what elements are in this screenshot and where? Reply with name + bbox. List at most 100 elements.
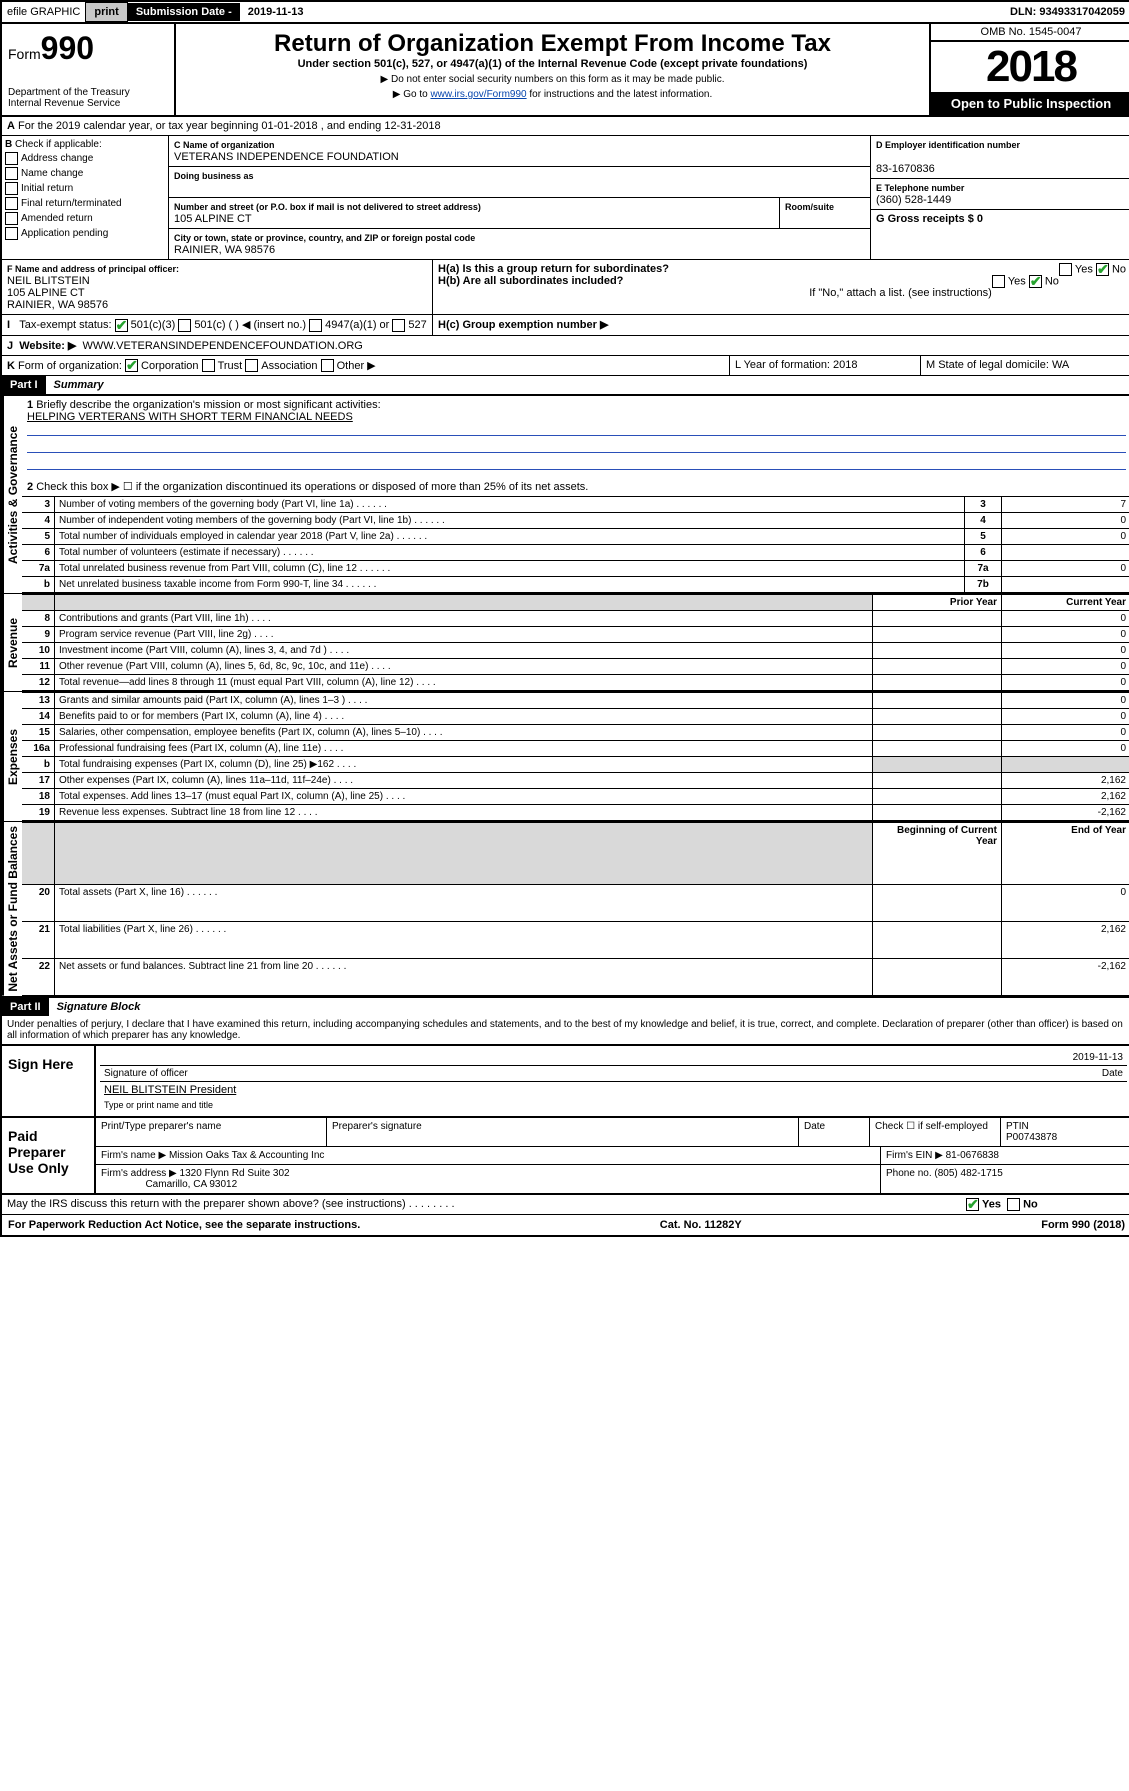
i-501c[interactable]: [178, 319, 191, 332]
mission: HELPING VERTERANS WITH SHORT TERM FINANC…: [27, 411, 353, 423]
i-501c3[interactable]: [115, 319, 128, 332]
no-lbl: No: [1023, 1198, 1038, 1210]
dept: Department of the Treasury Internal Reve…: [8, 87, 168, 109]
open-to-public: Open to Public Inspection: [931, 92, 1129, 115]
form-number: Form990: [8, 30, 168, 67]
yes-lbl: Yes: [982, 1198, 1001, 1210]
k-assoc[interactable]: [245, 359, 258, 372]
side-governance: Activities & Governance: [2, 396, 22, 593]
sig-officer-lbl: Signature of officer: [104, 1068, 188, 1079]
subdate-label: Submission Date -: [128, 3, 240, 21]
org-name: VETERANS INDEPENDENCE FOUNDATION: [174, 151, 399, 163]
form-subtitle: Under section 501(c), 527, or 4947(a)(1)…: [182, 58, 923, 70]
sub3-pre: ▶ Go to: [393, 89, 431, 100]
ein: 83-1670836: [876, 163, 935, 175]
part1-bar: Part I: [2, 376, 46, 394]
hc-label: H(c) Group exemption number ▶: [438, 319, 608, 331]
i-c3: 501(c)(3): [131, 319, 176, 331]
j-label: Website: ▶: [19, 340, 76, 352]
tax-year: 2018: [931, 42, 1129, 92]
discuss-yes[interactable]: [966, 1198, 979, 1211]
b-item[interactable]: Name change: [5, 167, 165, 180]
hb-no[interactable]: [1029, 275, 1042, 288]
ptin: P00743878: [1006, 1132, 1057, 1143]
firm-ein: 81-0676838: [946, 1150, 999, 1161]
phone-lbl: Phone no.: [886, 1168, 932, 1179]
officer-sig-name: NEIL BLITSTEIN President: [104, 1084, 236, 1096]
side-revenue: Revenue: [2, 594, 22, 691]
discuss: May the IRS discuss this return with the…: [7, 1198, 406, 1210]
part2-bar: Part II: [2, 998, 49, 1016]
i-4947[interactable]: [309, 319, 322, 332]
print-button[interactable]: print: [85, 2, 127, 22]
firm-addr-lbl: Firm's address ▶: [101, 1168, 177, 1179]
b-item[interactable]: Amended return: [5, 212, 165, 225]
dln: DLN: 93493317042059: [1010, 6, 1129, 18]
room-label: Room/suite: [785, 202, 834, 212]
ptin-lbl: PTIN: [1006, 1121, 1029, 1132]
k-other-lbl: Other ▶: [337, 360, 376, 372]
sub3-post: for instructions and the latest informat…: [529, 89, 712, 100]
i-527[interactable]: [392, 319, 405, 332]
dba-label: Doing business as: [174, 171, 254, 181]
pra-notice: For Paperwork Reduction Act Notice, see …: [8, 1219, 360, 1231]
discuss-no[interactable]: [1007, 1198, 1020, 1211]
part2-title: Signature Block: [49, 998, 149, 1016]
firm-city: Camarillo, CA 93012: [145, 1179, 237, 1190]
paid-preparer: Paid Preparer Use Only: [2, 1118, 96, 1193]
form-page: efile GRAPHIC print Submission Date - 20…: [0, 0, 1129, 1237]
officer-city: RAINIER, WA 98576: [7, 299, 108, 311]
city-state-zip: RAINIER, WA 98576: [174, 244, 275, 256]
k-label: Form of organization:: [18, 360, 122, 372]
ha-no[interactable]: [1096, 263, 1109, 276]
subdate-value: 2019-11-13: [240, 3, 312, 21]
d-label: D Employer identification number: [876, 140, 1020, 150]
b-item[interactable]: Initial return: [5, 182, 165, 195]
name-lbl: Type or print name and title: [100, 1098, 1127, 1112]
omb: OMB No. 1545-0047: [931, 24, 1129, 42]
efile-label: efile GRAPHIC: [2, 3, 85, 21]
topbar: efile GRAPHIC print Submission Date - 20…: [2, 2, 1129, 24]
ha-yes[interactable]: [1059, 263, 1072, 276]
l2-label: Check this box ▶ ☐ if the organization d…: [36, 481, 588, 493]
form-prefix: Form: [8, 46, 41, 62]
form-no: 990: [41, 30, 94, 66]
date-lbl: Date: [1102, 1068, 1123, 1079]
officer-name: NEIL BLITSTEIN: [7, 275, 90, 287]
k-other[interactable]: [321, 359, 334, 372]
k-trust-lbl: Trust: [218, 360, 243, 372]
i-527-lbl: 527: [408, 319, 426, 331]
k-corp-lbl: Corporation: [141, 360, 198, 372]
hb-yes[interactable]: [992, 275, 1005, 288]
header: Form990 Department of the Treasury Inter…: [2, 24, 1129, 117]
prep-date-lbl: Date: [799, 1118, 870, 1146]
form-sub3: ▶ Go to www.irs.gov/Form990 for instruct…: [182, 89, 923, 100]
gross-receipts: G Gross receipts $ 0: [876, 213, 983, 225]
f-label: F Name and address of principal officer:: [7, 264, 179, 274]
form-title: Return of Organization Exempt From Incom…: [182, 30, 923, 58]
b-header: Check if applicable:: [15, 139, 102, 150]
b-item[interactable]: Address change: [5, 152, 165, 165]
k-trust[interactable]: [202, 359, 215, 372]
officer-addr: 105 ALPINE CT: [7, 287, 85, 299]
firm-ein-lbl: Firm's EIN ▶: [886, 1150, 943, 1161]
form-sub2: ▶ Do not enter social security numbers o…: [182, 74, 923, 85]
website: WWW.VETERANSINDEPENDENCEFOUNDATION.ORG: [83, 340, 363, 352]
c-name-label: C Name of organization: [174, 140, 275, 150]
e-label: E Telephone number: [876, 183, 964, 193]
street: 105 ALPINE CT: [174, 213, 252, 225]
firm-name-lbl: Firm's name ▶: [101, 1150, 166, 1161]
addr-label: Number and street (or P.O. box if mail i…: [174, 202, 481, 212]
irs-link[interactable]: www.irs.gov/Form990: [430, 89, 526, 100]
k-corp[interactable]: [125, 359, 138, 372]
penalties: Under penalties of perjury, I declare th…: [2, 1016, 1129, 1044]
b-item[interactable]: Final return/terminated: [5, 197, 165, 210]
prep-name-lbl: Print/Type preparer's name: [96, 1118, 327, 1146]
hb-label: H(b) Are all subordinates included?: [438, 275, 623, 287]
b-item[interactable]: Application pending: [5, 227, 165, 240]
side-expenses: Expenses: [2, 692, 22, 821]
line-a: A For the 2019 calendar year, or tax yea…: [2, 117, 446, 135]
prep-sig-lbl: Preparer's signature: [327, 1118, 799, 1146]
i-label: Tax-exempt status:: [19, 319, 111, 331]
city-label: City or town, state or province, country…: [174, 233, 475, 243]
